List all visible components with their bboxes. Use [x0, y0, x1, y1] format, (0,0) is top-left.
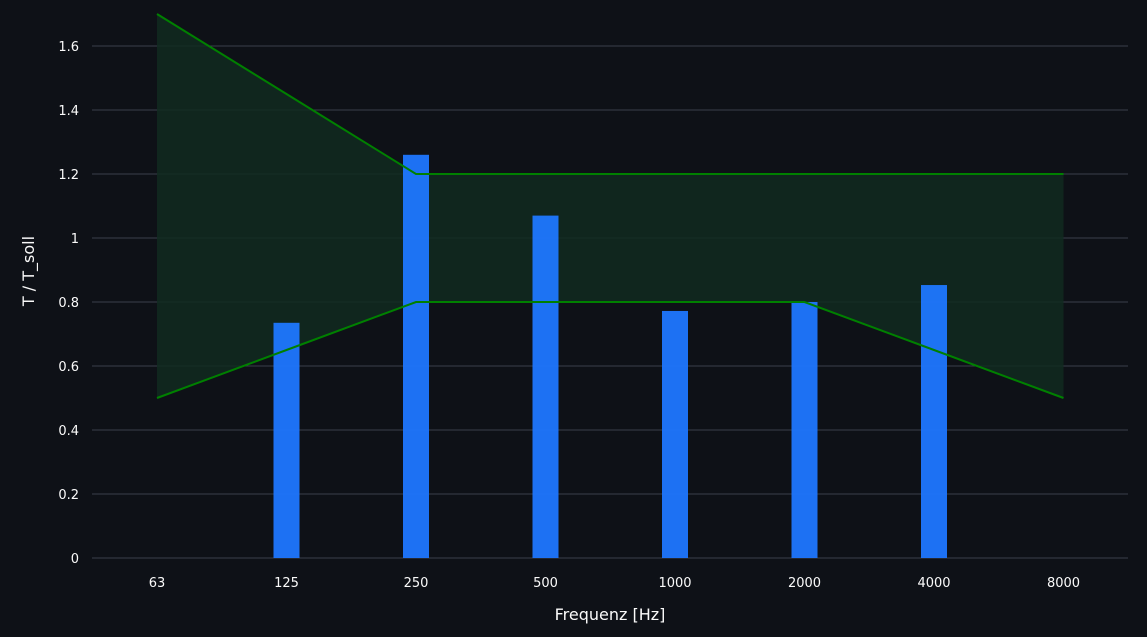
- bar-2000[interactable]: [791, 302, 818, 558]
- x-tick-label: 2000: [788, 576, 821, 591]
- x-axis-title: Frequenz [Hz]: [555, 605, 666, 624]
- tolerance-lines: [156, 13, 1064, 399]
- bar-layer: [273, 154, 947, 559]
- y-tick-label: 1.4: [58, 104, 79, 119]
- bar-250[interactable]: [403, 154, 429, 559]
- y-tick-label: 1: [71, 232, 79, 247]
- y-tick-label: 0.8: [58, 296, 79, 311]
- y-tick-label: 0.6: [58, 360, 79, 375]
- x-tick-label: 4000: [917, 576, 950, 591]
- x-tick-label: 63: [149, 576, 166, 591]
- x-tick-label: 500: [533, 576, 558, 591]
- tolerance-band-fill: [157, 14, 1064, 398]
- y-axis-title: T / T_soll: [19, 236, 39, 307]
- x-tick-label: 250: [404, 576, 429, 591]
- upper-tolerance-line: [156, 13, 1064, 175]
- x-tick-label: 8000: [1047, 576, 1080, 591]
- tolerance-band: [157, 14, 1064, 398]
- y-tick-label: 0.2: [58, 488, 79, 503]
- y-tick-label: 0.4: [58, 424, 79, 439]
- bar-125[interactable]: [273, 322, 300, 558]
- y-tick-label: 0: [71, 552, 79, 567]
- lower-tolerance-line: [156, 301, 1064, 399]
- x-axis-ticks: 63 125 250 500 1000 2000 4000 8000: [149, 576, 1080, 591]
- y-tick-label: 1.2: [58, 168, 79, 183]
- x-tick-label: 125: [274, 576, 299, 591]
- y-tick-label: 1.6: [58, 40, 79, 55]
- bar-500[interactable]: [532, 215, 559, 558]
- y-axis-ticks: 0 0.2 0.4 0.6 0.8 1 1.2 1.4 1.6: [58, 40, 79, 567]
- bar-4000[interactable]: [921, 285, 947, 558]
- x-tick-label: 1000: [658, 576, 691, 591]
- bar-1000[interactable]: [662, 310, 688, 558]
